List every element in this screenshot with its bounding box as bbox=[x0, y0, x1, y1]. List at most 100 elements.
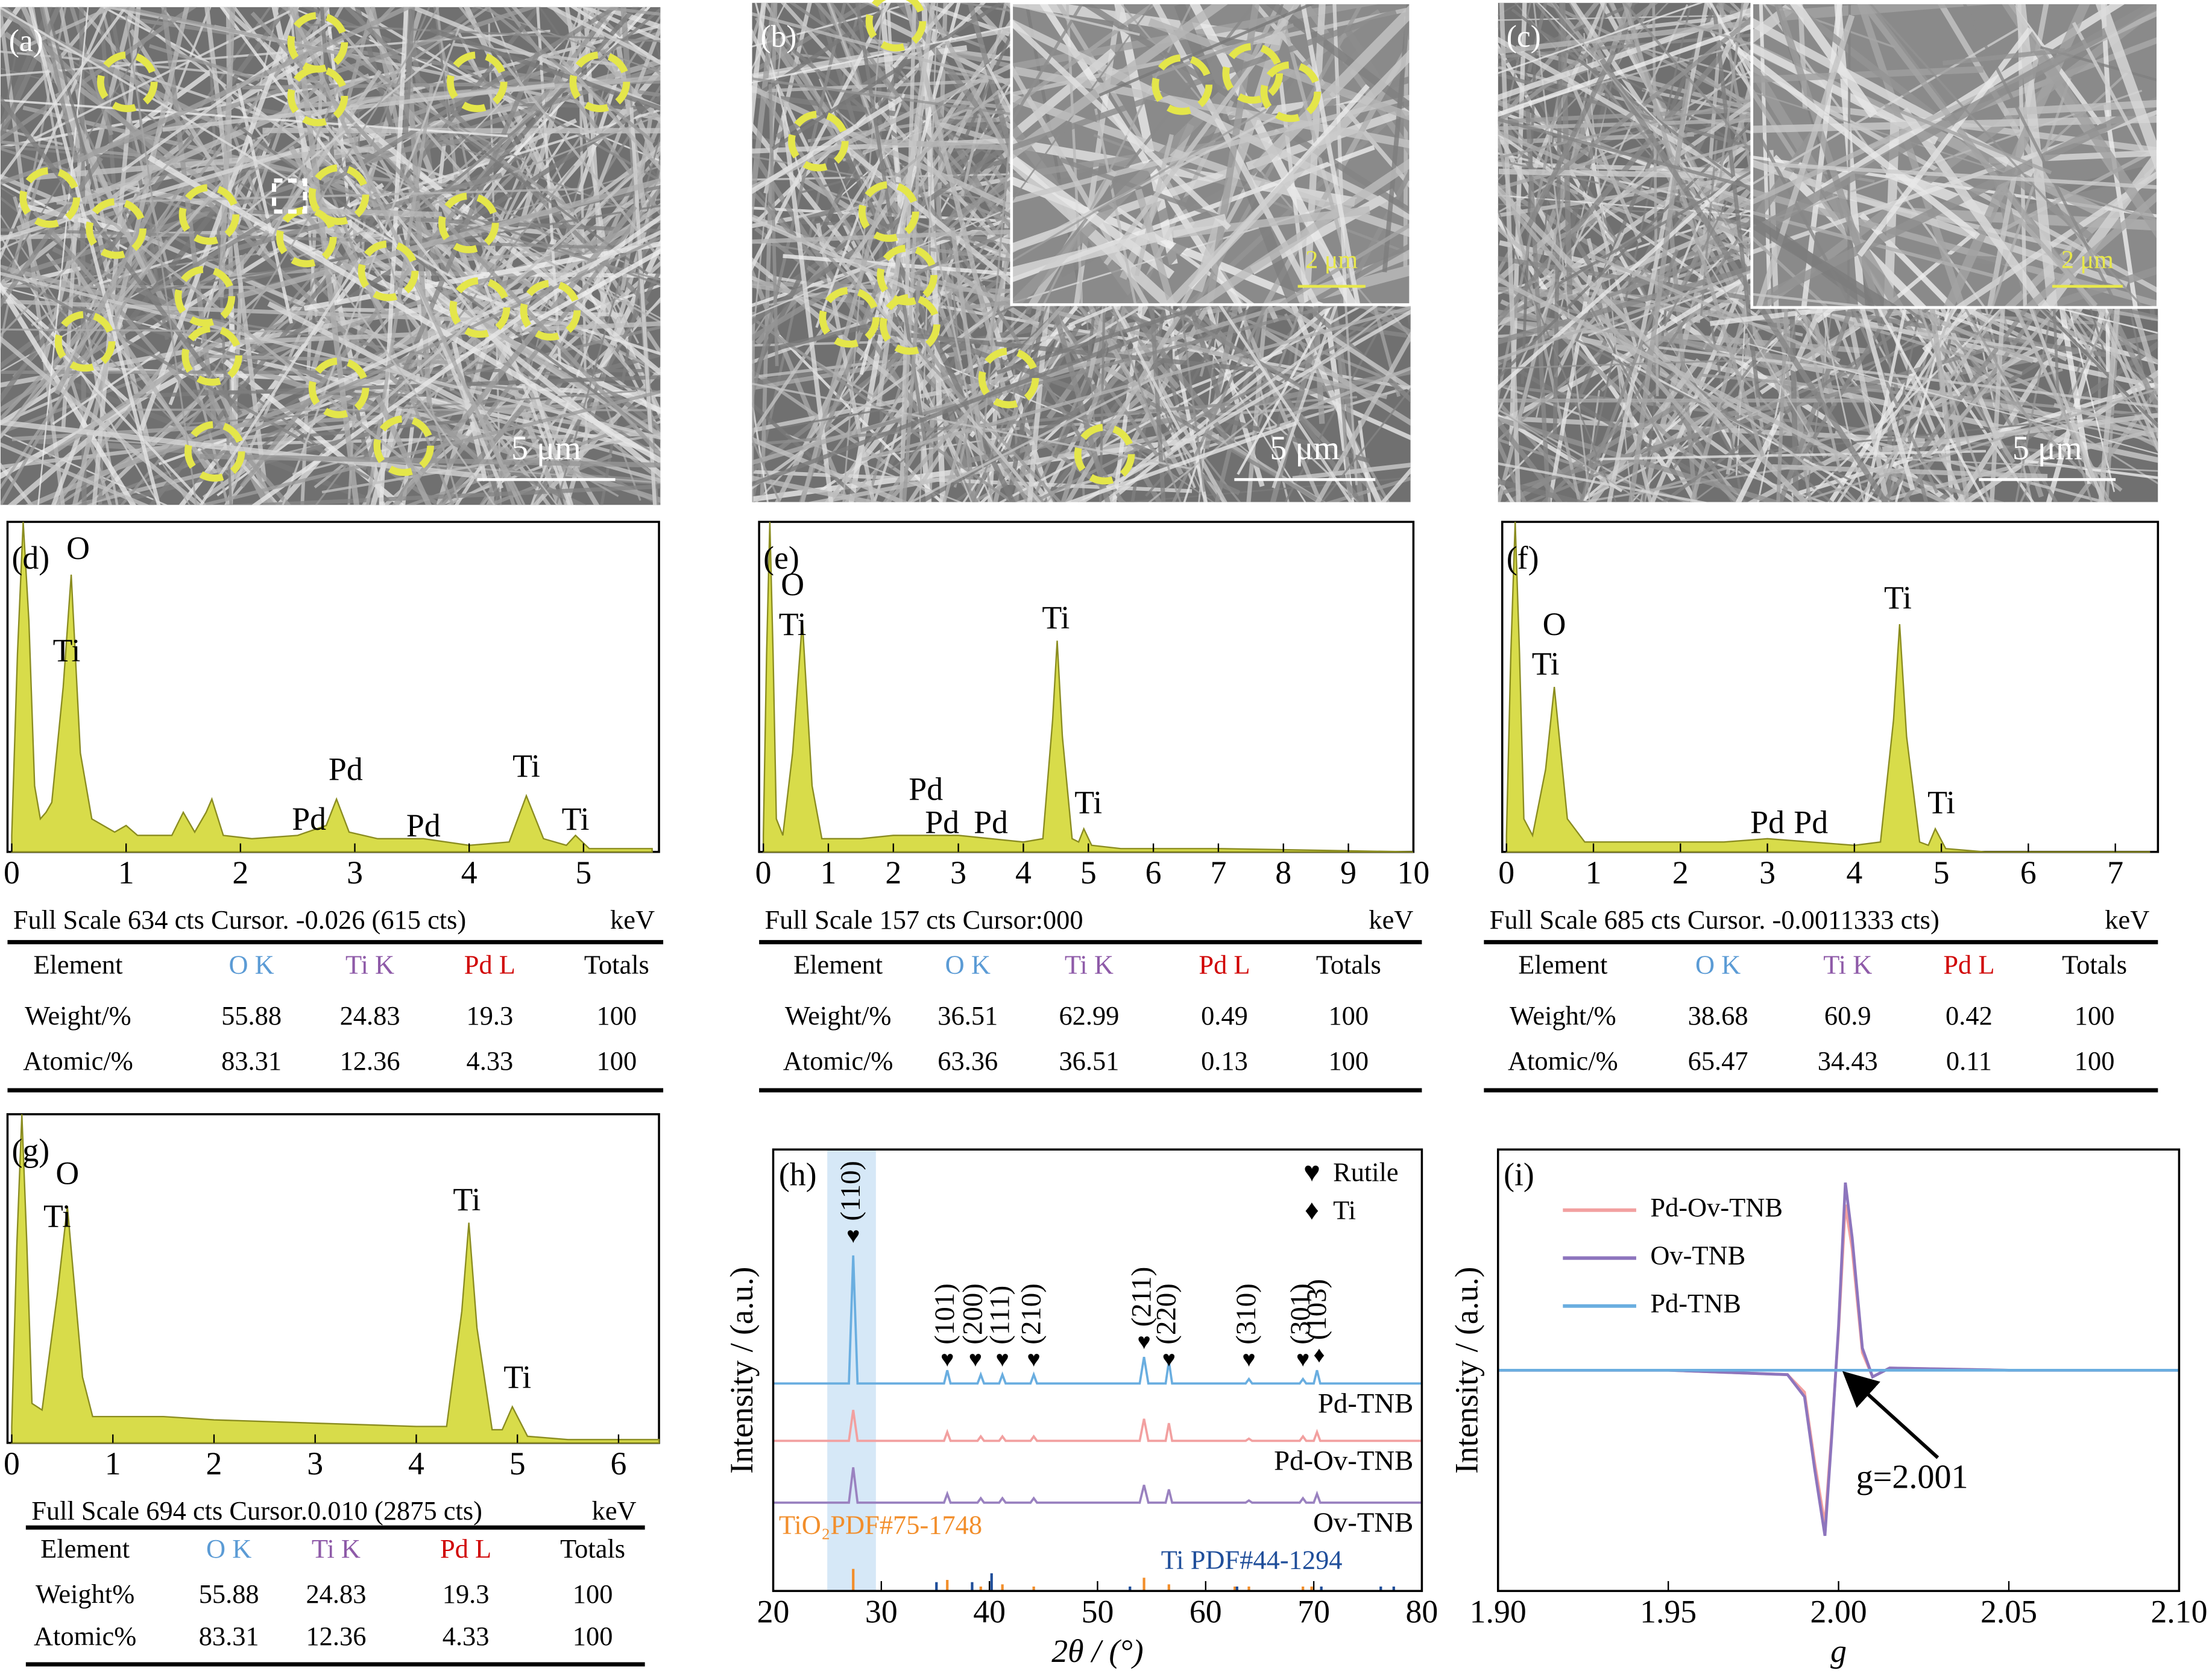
fiber bbox=[1756, 14, 1855, 308]
fiber bbox=[1315, 331, 1411, 502]
fiber bbox=[1191, 157, 1411, 305]
fiber bbox=[1857, 27, 2033, 257]
x-axis-unit: keV bbox=[1369, 905, 1413, 935]
table-cell: 36.51 bbox=[937, 1000, 998, 1031]
fiber bbox=[1783, 2, 2096, 243]
fiber bbox=[583, 7, 661, 16]
table-header: Ti K bbox=[345, 950, 394, 980]
x-tick-label: 4 bbox=[461, 854, 477, 891]
epr-line bbox=[1498, 1204, 2179, 1525]
fiber bbox=[454, 210, 661, 286]
fiber bbox=[969, 448, 1070, 502]
fiber bbox=[752, 178, 1015, 341]
fiber bbox=[479, 223, 661, 505]
highlight-band bbox=[827, 1149, 876, 1591]
table-cell: 60.9 bbox=[1824, 1000, 1871, 1031]
fiber bbox=[752, 360, 884, 379]
panel-label: (a) bbox=[9, 24, 43, 58]
fiber bbox=[1873, 303, 1929, 502]
fiber bbox=[235, 123, 661, 443]
highlight-circle bbox=[373, 415, 434, 476]
table-cell: 12.36 bbox=[306, 1621, 366, 1651]
fiber bbox=[915, 261, 1333, 502]
highlight-circle bbox=[86, 198, 147, 259]
fiber bbox=[348, 7, 544, 123]
fiber bbox=[1546, 2, 1776, 183]
spectrum-area bbox=[11, 522, 653, 853]
annotation-arrow bbox=[1842, 1371, 1939, 1459]
fiber bbox=[148, 44, 260, 82]
peak-label: Pd bbox=[1794, 804, 1828, 840]
peak-symbol: ♥ bbox=[1242, 1347, 1255, 1372]
peak-label: Pd bbox=[406, 807, 441, 844]
fiber bbox=[1300, 2, 1361, 305]
fiber bbox=[1583, 152, 1729, 502]
table-header: Totals bbox=[2062, 950, 2127, 980]
peak-index: (301) bbox=[1285, 1283, 1316, 1344]
fiber bbox=[1152, 2, 1320, 305]
fiber bbox=[1011, 108, 1267, 263]
fiber bbox=[1065, 421, 1297, 502]
fiber bbox=[1498, 2, 1704, 74]
fiber bbox=[1943, 48, 2065, 66]
fiber bbox=[1751, 119, 1826, 233]
fiber bbox=[1194, 2, 1364, 305]
fiber bbox=[1751, 155, 2158, 218]
inset-scale-label: 2 μm bbox=[1305, 246, 1358, 274]
fiber bbox=[232, 7, 537, 395]
peak-symbol: ♥ bbox=[1027, 1347, 1041, 1372]
fiber bbox=[752, 147, 979, 502]
fiber bbox=[1589, 358, 1701, 502]
fiber bbox=[1030, 306, 1411, 502]
table-cell: Weight/% bbox=[1510, 1000, 1616, 1031]
fiber bbox=[1498, 131, 1758, 318]
x-tick-label: 2 bbox=[1672, 854, 1689, 891]
fiber bbox=[1252, 4, 1411, 172]
table-cell: 100 bbox=[1328, 1000, 1369, 1031]
series-label: Pd-Ov-TNB bbox=[1274, 1445, 1413, 1477]
x-tick-label: 0 bbox=[4, 1445, 20, 1482]
fiber bbox=[1498, 399, 1589, 502]
peak-label: Ti bbox=[1074, 784, 1102, 820]
table-cell: Weight/% bbox=[25, 1000, 131, 1031]
fiber bbox=[1498, 288, 1674, 443]
highlight-circle bbox=[19, 167, 80, 228]
highlight-circle bbox=[449, 277, 511, 338]
table-cell: Weight/% bbox=[785, 1000, 892, 1031]
x-tick-label: 5 bbox=[1933, 854, 1950, 891]
fiber bbox=[1206, 2, 1260, 305]
highlight-circle bbox=[1260, 61, 1322, 122]
table-cell: 55.88 bbox=[221, 1000, 282, 1031]
x-tick-label: 5 bbox=[1080, 854, 1097, 891]
fiber bbox=[162, 82, 555, 132]
table-cell: 100 bbox=[2075, 1000, 2115, 1031]
fiber bbox=[1751, 189, 2158, 308]
fiber bbox=[1498, 2, 1639, 68]
fiber bbox=[292, 407, 544, 475]
fiber bbox=[1148, 18, 1411, 121]
fiber bbox=[1152, 23, 1294, 78]
fiber bbox=[816, 223, 876, 502]
fiber bbox=[424, 211, 600, 505]
fiber bbox=[546, 7, 661, 65]
xrd-line bbox=[773, 1409, 1422, 1442]
peak-label: Ti bbox=[43, 1198, 71, 1234]
plot-frame bbox=[6, 1113, 660, 1444]
fiber bbox=[69, 7, 114, 136]
x-tick-label: 0 bbox=[4, 854, 20, 891]
fiber bbox=[1094, 108, 1137, 305]
fiber bbox=[458, 7, 661, 262]
fiber bbox=[1498, 309, 1862, 374]
fiber bbox=[752, 382, 1192, 470]
fiber bbox=[1717, 2, 1750, 69]
fiber bbox=[800, 189, 886, 502]
peak-label: Ti bbox=[53, 633, 81, 669]
fiber bbox=[752, 336, 1139, 487]
fiber bbox=[1498, 416, 1783, 502]
table-header: Pd L bbox=[464, 950, 515, 980]
x-tick-label: 2.05 bbox=[1980, 1593, 2037, 1629]
peak-label: Pd bbox=[974, 804, 1008, 840]
peak-label: Ti bbox=[503, 1359, 531, 1395]
fiber bbox=[1570, 2, 1762, 282]
fiber bbox=[1771, 162, 2158, 189]
